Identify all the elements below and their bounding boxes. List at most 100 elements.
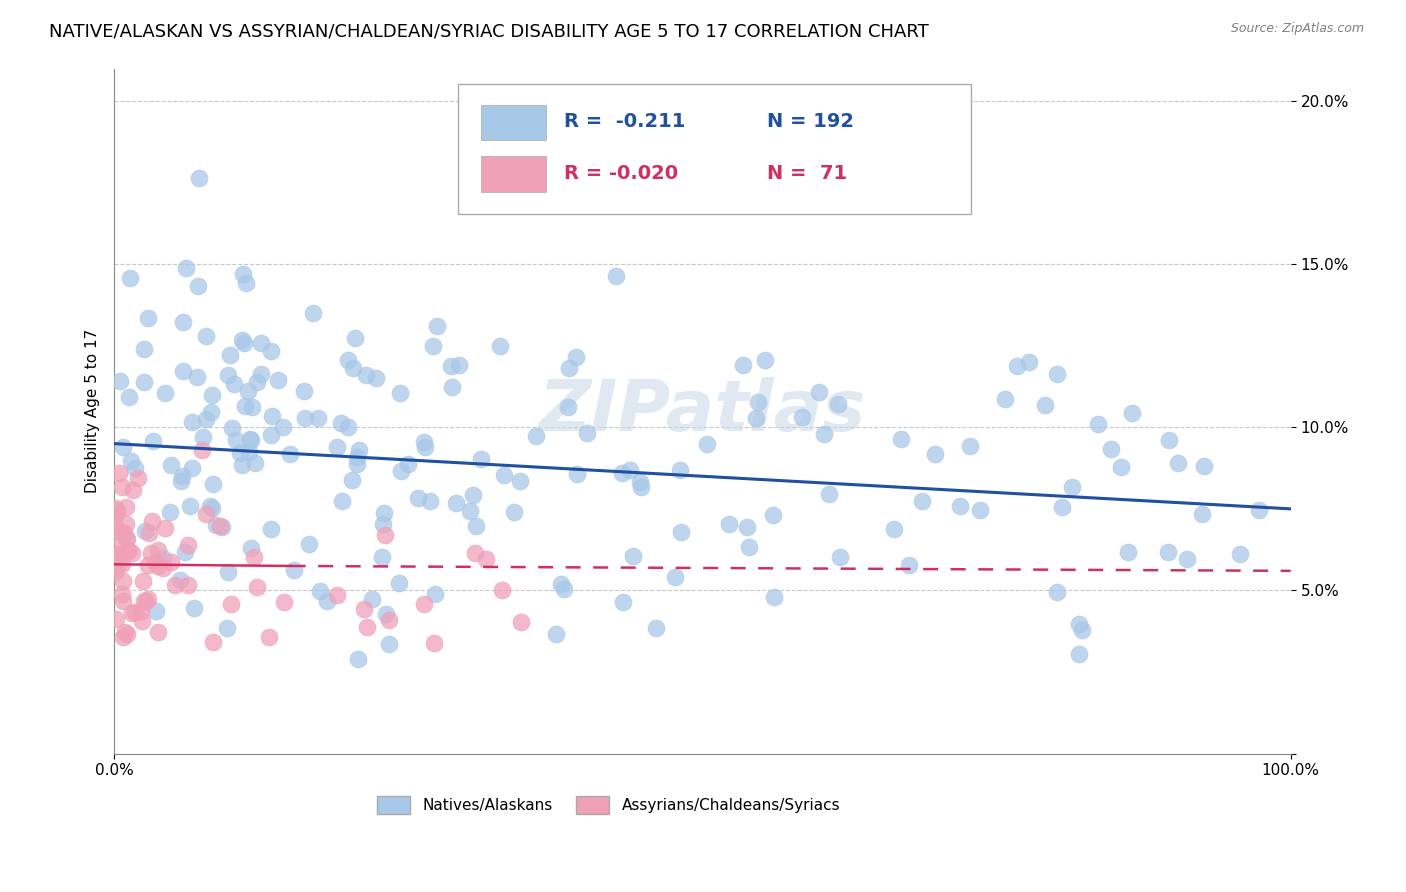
FancyBboxPatch shape (458, 84, 970, 214)
Text: Source: ZipAtlas.com: Source: ZipAtlas.com (1230, 22, 1364, 36)
Point (370, 550, 392, 565)
Point (557, 400, 579, 414)
Point (179, 499, 201, 513)
Point (1157, 545, 1180, 559)
Point (221, 597, 243, 611)
Point (669, 524, 692, 539)
Point (325, 440, 347, 454)
Point (201, 476, 224, 491)
Point (330, 494, 353, 508)
Point (828, 549, 851, 564)
Point (340, 473, 363, 487)
Point (1247, 503, 1270, 517)
Point (1159, 433, 1181, 447)
Point (240, 541, 263, 555)
Point (222, 376, 245, 391)
Point (135, 594, 157, 608)
Point (813, 426, 835, 441)
Point (465, 518, 488, 533)
Point (356, 619, 378, 633)
Point (553, 582, 575, 597)
Point (364, 371, 387, 385)
Point (181, 415, 204, 429)
Point (260, 409, 283, 423)
Point (131, 604, 153, 618)
Point (141, 514, 163, 528)
Point (221, 420, 243, 434)
Point (107, 466, 129, 480)
Point (111, 574, 134, 589)
Point (187, 278, 209, 293)
Point (111, 594, 134, 608)
Text: NATIVE/ALASKAN VS ASSYRIAN/CHALDEAN/SYRIAC DISABILITY AGE 5 TO 17 CORRELATION CH: NATIVE/ALASKAN VS ASSYRIAN/CHALDEAN/SYRI… (49, 22, 929, 40)
Point (231, 458, 253, 473)
Point (488, 339, 510, 353)
Point (343, 331, 366, 345)
Point (949, 499, 972, 513)
Point (104, 565, 127, 579)
Point (373, 516, 395, 531)
Point (897, 558, 920, 573)
Point (342, 360, 364, 375)
Point (193, 430, 215, 444)
Point (426, 319, 449, 334)
Point (243, 549, 266, 564)
Point (121, 546, 143, 560)
Point (668, 463, 690, 477)
Point (612, 594, 634, 608)
Point (240, 400, 263, 414)
Point (124, 461, 146, 475)
Point (111, 558, 134, 572)
Point (239, 434, 262, 448)
Point (316, 593, 339, 607)
Point (1052, 500, 1074, 514)
Point (236, 384, 259, 398)
Point (146, 543, 169, 558)
Point (105, 612, 128, 626)
Point (114, 532, 136, 546)
Point (628, 475, 651, 489)
Point (114, 500, 136, 515)
Point (169, 573, 191, 587)
Point (104, 549, 127, 563)
Point (194, 507, 217, 521)
Point (183, 601, 205, 615)
Point (883, 522, 905, 536)
Point (160, 555, 183, 569)
Point (664, 570, 686, 584)
Point (165, 578, 187, 592)
Point (233, 399, 256, 413)
Point (346, 450, 368, 464)
Point (630, 480, 652, 494)
Point (235, 276, 257, 290)
Point (186, 369, 208, 384)
Point (1116, 545, 1139, 559)
Point (807, 384, 830, 399)
Point (232, 267, 254, 281)
Point (174, 261, 197, 276)
Point (278, 447, 301, 461)
Point (550, 577, 572, 591)
Point (818, 487, 841, 501)
Point (1069, 647, 1091, 661)
Point (155, 521, 177, 535)
Point (374, 528, 396, 542)
Point (260, 522, 283, 536)
Point (524, 429, 547, 443)
Point (105, 559, 128, 574)
Point (246, 375, 269, 389)
Point (152, 561, 174, 575)
Point (134, 593, 156, 607)
Point (447, 359, 470, 373)
Point (145, 604, 167, 618)
Point (696, 437, 718, 451)
Point (406, 491, 429, 506)
Point (347, 652, 370, 666)
Point (260, 343, 283, 358)
Point (104, 538, 127, 552)
Point (422, 339, 444, 353)
Point (181, 460, 204, 475)
Point (139, 546, 162, 560)
Point (152, 550, 174, 565)
Point (745, 410, 768, 425)
